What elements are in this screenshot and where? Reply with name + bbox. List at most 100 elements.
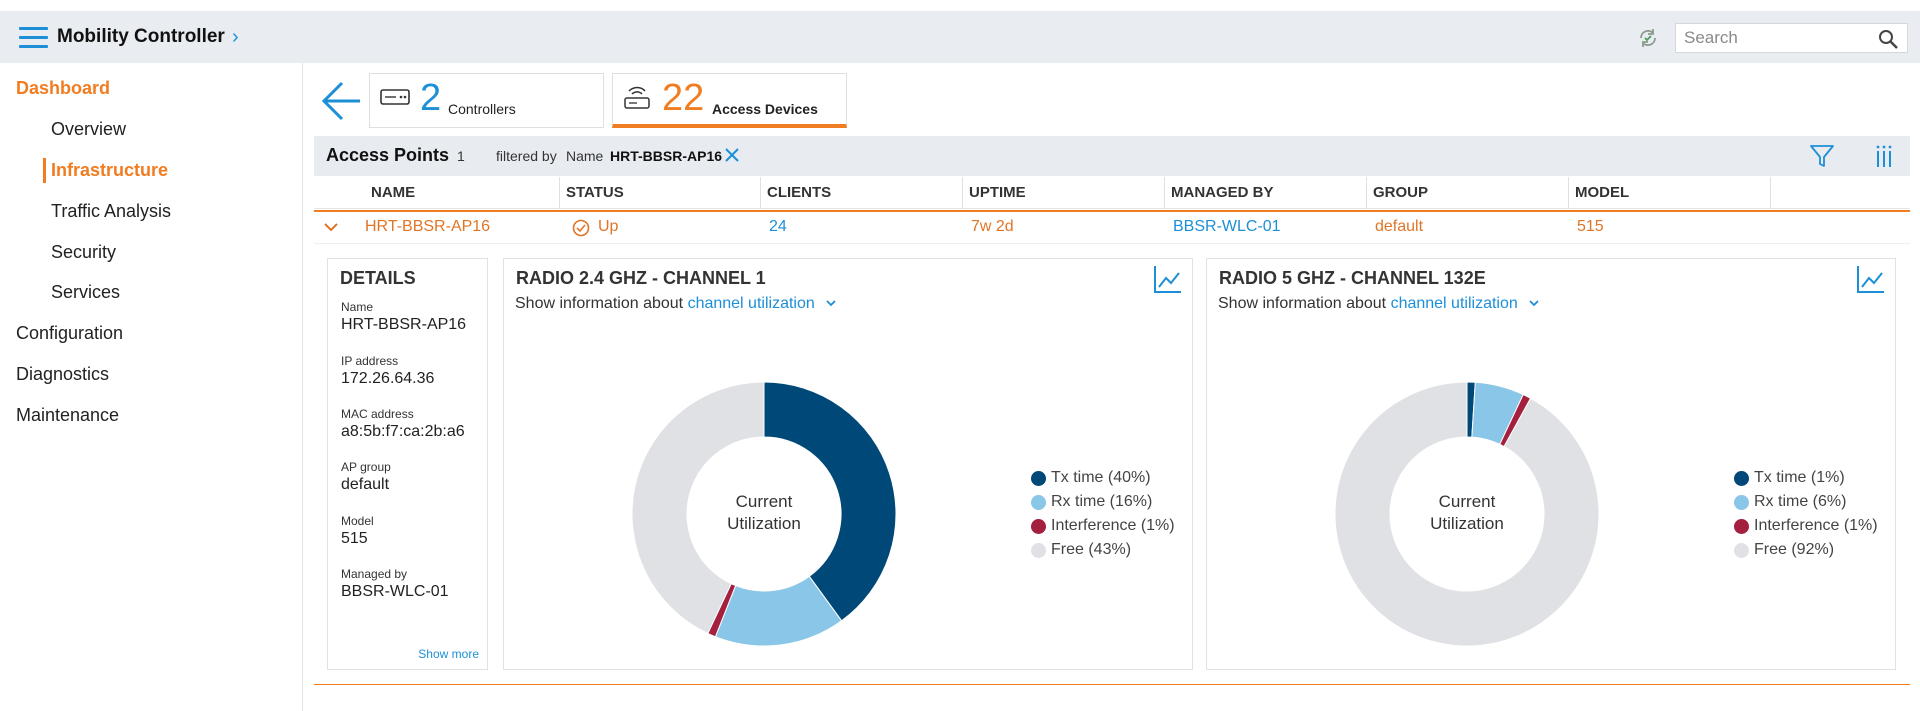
col-header-name[interactable]: NAME: [371, 184, 416, 201]
legend-item-tx: Tx time (40%): [1031, 467, 1175, 491]
donut-center-label: Current Utilization: [1397, 491, 1537, 535]
nav-services[interactable]: Services: [51, 282, 121, 302]
legend-label: Interference (1%): [1754, 517, 1878, 534]
nav-traffic-analysis[interactable]: Traffic Analysis: [51, 201, 172, 221]
access-point-icon: [624, 86, 650, 109]
donut-center-label: Current Utilization: [694, 491, 834, 535]
search-input[interactable]: [1684, 28, 1864, 48]
table-header: NAME STATUS CLIENTS UPTIME MANAGED BY GR…: [314, 177, 1910, 209]
col-header-clients[interactable]: CLIENTS: [760, 177, 963, 209]
legend-item-free: Free (92%): [1734, 539, 1878, 563]
cell-managed-by[interactable]: BBSR-WLC-01: [1173, 218, 1281, 235]
detail-label-managed-by: Managed by: [341, 567, 408, 581]
cell-model: 515: [1577, 218, 1604, 235]
active-indicator: [43, 158, 46, 183]
cell-uptime: 7w 2d: [971, 218, 1014, 235]
cell-name[interactable]: HRT-BBSR-AP16: [365, 218, 491, 235]
detail-value-mac: a8:5b:f7:ca:2b:a6: [341, 423, 465, 440]
col-header-model[interactable]: MODEL: [1568, 177, 1771, 209]
legend-label: Tx time (1%): [1754, 469, 1845, 486]
radio-5ghz-title: RADIO 5 GHZ - CHANNEL 132E: [1219, 268, 1486, 288]
line-chart-icon[interactable]: [1855, 263, 1887, 295]
nav-maintenance[interactable]: Maintenance: [16, 405, 120, 425]
legend-label: Tx time (40%): [1051, 469, 1151, 486]
legend-dot: [1031, 543, 1046, 558]
info-prefix: Show information about: [1218, 295, 1387, 312]
search-box[interactable]: [1675, 23, 1908, 53]
chevron-down-icon[interactable]: [825, 298, 837, 308]
detail-label-mac: MAC address: [341, 407, 414, 421]
col-header-uptime[interactable]: UPTIME: [962, 177, 1165, 209]
legend-label: Rx time (6%): [1754, 493, 1847, 510]
line-chart-icon[interactable]: [1152, 263, 1184, 295]
chevron-down-icon[interactable]: [1528, 298, 1540, 308]
search-icon[interactable]: [1877, 28, 1899, 50]
controllers-count: 2: [420, 77, 442, 119]
nav-diagnostics[interactable]: Diagnostics: [16, 364, 110, 384]
table-toolbar: Access Points 1 filtered by Name HRT-BBS…: [314, 136, 1910, 176]
tx-time-slice: [763, 381, 897, 622]
col-header-group[interactable]: GROUP: [1366, 177, 1569, 209]
access-devices-label: Access Devices: [712, 101, 818, 117]
legend-item-rx: Rx time (16%): [1031, 491, 1175, 515]
center-line-2: Utilization: [1430, 514, 1504, 533]
cell-status: Up: [598, 218, 619, 235]
center-line-1: Current: [735, 492, 793, 511]
legend-label: Rx time (16%): [1051, 493, 1153, 510]
table-row[interactable]: HRT-BBSR-AP16 Up 24 7w 2d BBSR-WLC-01 de…: [314, 210, 1910, 244]
nav-overview[interactable]: Overview: [51, 119, 127, 139]
clear-filter-icon[interactable]: [723, 146, 741, 164]
app-header: [0, 11, 1920, 63]
legend-dot: [1734, 543, 1749, 558]
details-panel: DETAILS Name HRT-BBSR-AP16 IP address 17…: [327, 258, 488, 670]
donut-chart: [631, 381, 897, 647]
radio-5ghz-info: Show information about channel utilizati…: [1218, 295, 1540, 313]
legend-dot: [1031, 519, 1046, 534]
detail-value-ap-group: default: [341, 476, 390, 493]
detail-label-model: Model: [341, 514, 374, 528]
legend-item-rx: Rx time (6%): [1734, 491, 1878, 515]
info-dropdown[interactable]: channel utilization: [687, 295, 815, 312]
info-dropdown[interactable]: channel utilization: [1390, 295, 1518, 312]
hamburger-icon[interactable]: [19, 27, 48, 49]
legend: Tx time (40%) Rx time (16%) Interference…: [1031, 467, 1175, 563]
filtered-by-label: filtered by: [496, 148, 557, 164]
filter-icon[interactable]: [1808, 142, 1836, 170]
back-arrow-icon[interactable]: [320, 76, 364, 126]
col-header-status[interactable]: STATUS: [559, 177, 761, 209]
chevron-right-icon[interactable]: ›: [232, 26, 239, 48]
legend-dot: [1031, 471, 1046, 486]
legend-label: Free (43%): [1051, 541, 1132, 558]
controllers-tile[interactable]: 2 Controllers: [369, 73, 604, 128]
col-header-managed-by[interactable]: MANAGED BY: [1164, 177, 1367, 209]
columns-icon[interactable]: [1870, 142, 1898, 170]
chevron-down-icon[interactable]: [322, 218, 340, 236]
app-title: Mobility Controller: [57, 26, 225, 47]
access-devices-tile[interactable]: 22 Access Devices: [612, 73, 847, 128]
nav-security[interactable]: Security: [51, 242, 117, 262]
info-prefix: Show information about: [515, 295, 684, 312]
nav-dashboard[interactable]: Dashboard: [16, 78, 111, 98]
status-up-icon: [572, 219, 590, 237]
radio-24ghz-title: RADIO 2.4 GHZ - CHANNEL 1: [516, 268, 766, 288]
detail-label-ap-group: AP group: [341, 460, 391, 474]
free-slice: [1334, 381, 1600, 647]
nav-infrastructure[interactable]: Infrastructure: [51, 160, 169, 180]
legend-item-interference: Interference (1%): [1734, 515, 1878, 539]
detail-value-managed-by: BBSR-WLC-01: [341, 583, 449, 600]
cell-group: default: [1375, 218, 1424, 235]
bottom-divider: [314, 684, 1910, 685]
free-slice: [631, 381, 765, 635]
legend-item-interference: Interference (1%): [1031, 515, 1175, 539]
detail-value-model: 515: [341, 530, 368, 547]
radio-24ghz-panel: RADIO 2.4 GHZ - CHANNEL 1 Show informati…: [503, 258, 1193, 670]
refresh-icon[interactable]: [1636, 26, 1660, 50]
cell-clients[interactable]: 24: [769, 218, 787, 235]
show-more-link[interactable]: Show more: [418, 647, 479, 661]
center-line-1: Current: [1438, 492, 1496, 511]
radio-5ghz-panel: RADIO 5 GHZ - CHANNEL 132E Show informat…: [1206, 258, 1896, 670]
access-devices-count: 22: [662, 77, 705, 119]
sidebar: [0, 63, 303, 711]
nav-configuration[interactable]: Configuration: [16, 323, 124, 343]
controllers-label: Controllers: [448, 101, 516, 117]
